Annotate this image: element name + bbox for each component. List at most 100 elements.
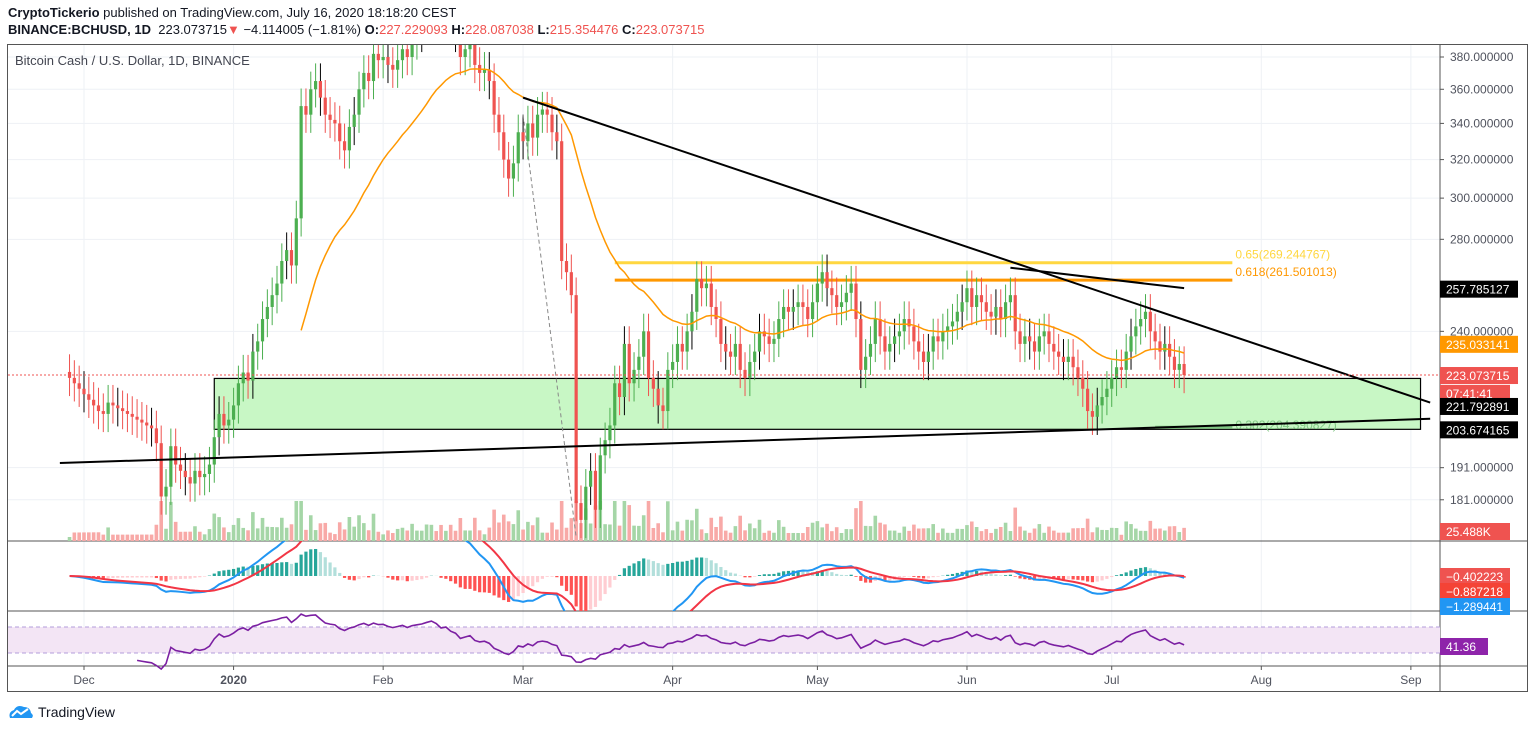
x-tick-label: Feb bbox=[373, 673, 394, 687]
macd-histogram-bar bbox=[453, 576, 458, 584]
macd-histogram-bar bbox=[121, 576, 125, 578]
macd-histogram-bar bbox=[178, 576, 183, 579]
macd-histogram-bar bbox=[555, 576, 559, 578]
macd-histogram-bar bbox=[294, 562, 298, 576]
macd-histogram-bar bbox=[415, 576, 419, 581]
candle-body bbox=[888, 343, 892, 352]
macd-histogram-bar bbox=[193, 576, 197, 578]
volume-bar bbox=[236, 518, 241, 541]
candle-body bbox=[280, 261, 284, 284]
candle-body bbox=[535, 114, 540, 138]
volume-bar bbox=[1095, 527, 1100, 541]
signal-line bbox=[69, 541, 1185, 611]
candle-body bbox=[236, 383, 240, 406]
candle-body bbox=[430, 0, 433, 12]
volume-bar bbox=[477, 530, 482, 541]
macd-histogram-bar bbox=[888, 576, 892, 581]
candle-body bbox=[227, 419, 231, 426]
volume-bar bbox=[501, 514, 506, 541]
macd-histogram-bar bbox=[405, 576, 409, 582]
macd-value-label-bg bbox=[1440, 598, 1510, 615]
macd-histogram-bar bbox=[1163, 572, 1167, 576]
volume-bar bbox=[757, 519, 762, 541]
candle-body bbox=[347, 126, 351, 151]
volume-bar bbox=[550, 522, 554, 541]
volume-bar bbox=[723, 530, 728, 541]
candle-body bbox=[835, 295, 839, 307]
candle-body bbox=[256, 341, 260, 352]
cloud-icon bbox=[9, 706, 33, 718]
volume-bar bbox=[255, 528, 260, 541]
candle-body bbox=[791, 306, 795, 312]
candle-body bbox=[868, 343, 873, 357]
chart-frame bbox=[7, 44, 1528, 692]
candle-body bbox=[627, 343, 631, 384]
candle-body bbox=[516, 132, 520, 164]
macd-value-label: −1.289441 bbox=[1446, 600, 1503, 614]
volume-bar bbox=[429, 524, 434, 541]
candle-body bbox=[777, 319, 781, 339]
volume-bar bbox=[1109, 527, 1114, 541]
volume-bar bbox=[709, 517, 714, 541]
volume-bar bbox=[144, 534, 149, 541]
candle-body bbox=[883, 336, 887, 352]
volume-bar bbox=[704, 533, 709, 541]
volume-bar bbox=[530, 525, 535, 541]
rsi-value-label: 41.36 bbox=[1446, 640, 1476, 654]
candle-body bbox=[955, 311, 959, 322]
volume-bar bbox=[931, 524, 935, 541]
volume-bar bbox=[169, 501, 173, 541]
volume-bar bbox=[405, 530, 410, 541]
volume-bar bbox=[275, 527, 279, 541]
tradingview-logo[interactable]: TradingView bbox=[8, 704, 115, 720]
volume-bar bbox=[468, 530, 472, 541]
volume-bar bbox=[1071, 528, 1075, 541]
candle-body bbox=[1172, 356, 1177, 370]
publisher[interactable]: CryptoTickerio bbox=[8, 5, 100, 20]
candle-body bbox=[154, 428, 158, 444]
volume-bar bbox=[251, 512, 255, 541]
volume-bar bbox=[521, 529, 525, 541]
candle-body bbox=[946, 326, 950, 332]
macd-histogram-bar bbox=[1037, 576, 1041, 580]
candle-body bbox=[979, 295, 984, 303]
volume-bar bbox=[434, 531, 439, 541]
candle-body bbox=[642, 331, 646, 357]
volume-bar bbox=[164, 528, 168, 541]
price-label-bg bbox=[1440, 335, 1518, 353]
candle-body bbox=[912, 326, 916, 342]
candle-body bbox=[376, 53, 380, 61]
macd-histogram-bar bbox=[574, 576, 578, 607]
candle-body bbox=[1018, 331, 1022, 344]
volume-bar bbox=[289, 524, 294, 541]
volume-bar bbox=[941, 528, 945, 541]
macd-histogram-bar bbox=[637, 561, 641, 576]
volume-bar bbox=[101, 534, 106, 541]
macd-histogram-bar bbox=[883, 576, 887, 582]
volume-bar bbox=[786, 533, 791, 541]
macd-histogram-bar bbox=[622, 568, 626, 576]
volume-bar bbox=[381, 534, 385, 541]
volume-bar bbox=[439, 524, 443, 541]
macd-histogram-bar bbox=[926, 576, 930, 579]
macd-histogram-bar bbox=[183, 576, 187, 579]
macd-line bbox=[69, 541, 1185, 611]
candle-body bbox=[425, 12, 428, 27]
volume-bar bbox=[193, 526, 197, 541]
macd-histogram-bar bbox=[1071, 576, 1075, 580]
volume-bar bbox=[791, 532, 796, 541]
candle-body bbox=[661, 405, 665, 412]
volume-bar bbox=[492, 509, 496, 541]
volume-bar bbox=[810, 522, 815, 541]
candle-body bbox=[260, 319, 265, 342]
macd-histogram-bar bbox=[203, 576, 207, 577]
candle-body bbox=[507, 159, 511, 179]
candle-body bbox=[748, 361, 752, 378]
volume-bar bbox=[333, 534, 337, 541]
candle-body bbox=[646, 331, 651, 378]
macd-histogram-bar bbox=[299, 554, 303, 576]
volume-bar bbox=[1066, 532, 1071, 541]
volume-bar bbox=[135, 534, 139, 541]
volume-bar bbox=[622, 501, 627, 541]
